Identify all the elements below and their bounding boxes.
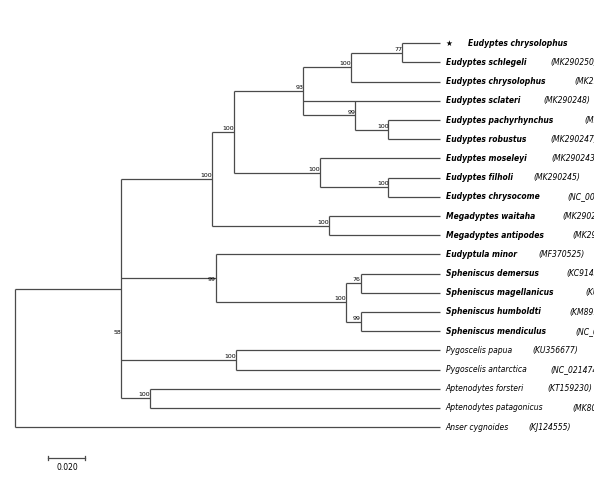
Text: Eudyptes moseleyi: Eudyptes moseleyi — [446, 154, 529, 163]
Text: (MK290250): (MK290250) — [551, 58, 594, 67]
Text: (NC_008138): (NC_008138) — [568, 192, 594, 201]
Text: 100: 100 — [225, 354, 236, 359]
Text: Eudyptes chrysolophus: Eudyptes chrysolophus — [446, 77, 548, 86]
Text: Aptenodytes patagonicus: Aptenodytes patagonicus — [446, 404, 546, 412]
Text: Pygoscelis antarctica: Pygoscelis antarctica — [446, 365, 529, 374]
Text: Eudyptes chrysolophus: Eudyptes chrysolophus — [468, 39, 570, 48]
Text: (KT159230): (KT159230) — [548, 384, 593, 393]
Text: 76: 76 — [353, 277, 361, 282]
Text: 100: 100 — [377, 124, 388, 129]
Text: Eudyptes filholi: Eudyptes filholi — [446, 173, 516, 182]
Text: 99: 99 — [353, 316, 361, 321]
Text: 100: 100 — [318, 220, 329, 225]
Text: Eudyptes pachyrhynchus: Eudyptes pachyrhynchus — [446, 116, 555, 124]
Text: (NC_021474): (NC_021474) — [551, 365, 594, 374]
Text: Spheniscus demersus: Spheniscus demersus — [446, 269, 541, 278]
Text: 100: 100 — [308, 167, 320, 172]
Text: (MK290248): (MK290248) — [543, 96, 590, 105]
Text: Eudyptula minor: Eudyptula minor — [446, 250, 519, 259]
Text: 99: 99 — [347, 109, 355, 115]
Text: (KJ124555): (KJ124555) — [529, 423, 571, 432]
Text: 100: 100 — [334, 297, 346, 301]
Text: (MK290246): (MK290246) — [584, 116, 594, 124]
Text: (MK290242): (MK290242) — [575, 77, 594, 86]
Text: Eudyptes schlegeli: Eudyptes schlegeli — [446, 58, 529, 67]
Text: 100: 100 — [377, 181, 388, 186]
Text: Spheniscus magellanicus: Spheniscus magellanicus — [446, 288, 556, 297]
Text: (MF370525): (MF370525) — [539, 250, 585, 259]
Text: Pygoscelis papua: Pygoscelis papua — [446, 346, 514, 355]
Text: ★: ★ — [446, 39, 455, 48]
Text: 100: 100 — [339, 61, 350, 66]
Text: (KU361806): (KU361806) — [585, 288, 594, 297]
Text: Spheniscus mendiculus: Spheniscus mendiculus — [446, 327, 548, 336]
Text: (KM891593): (KM891593) — [569, 308, 594, 316]
Text: 58: 58 — [113, 330, 121, 335]
Text: 100: 100 — [223, 126, 234, 131]
Text: 93: 93 — [295, 85, 304, 90]
Text: Spheniscus humboldti: Spheniscus humboldti — [446, 308, 544, 316]
Text: Megadyptes antipodes: Megadyptes antipodes — [446, 231, 546, 240]
Text: 100: 100 — [138, 393, 150, 397]
Text: (MK290247): (MK290247) — [551, 135, 594, 144]
Text: 99: 99 — [208, 277, 216, 282]
Text: (MK290245): (MK290245) — [534, 173, 581, 182]
Text: Eudyptes chrysocome: Eudyptes chrysocome — [446, 192, 542, 201]
Text: Eudyptes robustus: Eudyptes robustus — [446, 135, 529, 144]
Text: (KU356677): (KU356677) — [532, 346, 578, 355]
Text: (MK801135): (MK801135) — [572, 404, 594, 412]
Text: (MK290260): (MK290260) — [573, 231, 594, 240]
Text: Megadyptes waitaha: Megadyptes waitaha — [446, 212, 538, 220]
Text: Eudyptes sclateri: Eudyptes sclateri — [446, 96, 523, 105]
Text: (NC_036297): (NC_036297) — [576, 327, 594, 336]
Text: Aptenodytes forsteri: Aptenodytes forsteri — [446, 384, 526, 393]
Text: Anser cygnoides: Anser cygnoides — [446, 423, 511, 432]
Text: (KC914350): (KC914350) — [567, 269, 594, 278]
Text: (MK290243): (MK290243) — [551, 154, 594, 163]
Text: 0.020: 0.020 — [56, 463, 78, 472]
Text: (MK290258): (MK290258) — [562, 212, 594, 220]
Text: 100: 100 — [200, 173, 212, 178]
Text: 77: 77 — [394, 47, 402, 52]
